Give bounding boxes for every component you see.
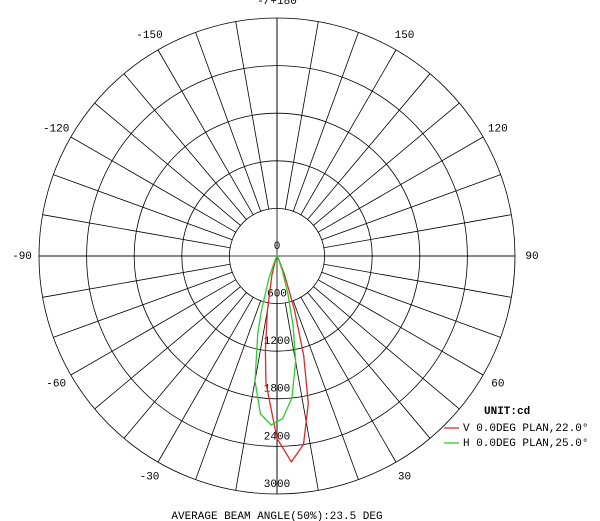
theta-tick-label: -60 bbox=[46, 378, 66, 390]
legend-label: H 0.0DEG PLAN,25.0° bbox=[463, 438, 588, 450]
series-curve bbox=[264, 254, 309, 463]
grid-circle bbox=[38, 17, 516, 495]
theta-tick-label: -/+180 bbox=[257, 0, 297, 8]
theta-tick-label: -120 bbox=[43, 123, 69, 135]
theta-tick-label: -30 bbox=[140, 472, 160, 484]
r-tick-label: 1800 bbox=[264, 384, 290, 396]
theta-tick-label: 60 bbox=[491, 378, 504, 390]
theta-tick-label: 30 bbox=[398, 472, 411, 484]
r-tick-label: 600 bbox=[267, 289, 287, 301]
r-tick-label: 1200 bbox=[264, 336, 290, 348]
grid-circle bbox=[181, 160, 373, 352]
grid-circle bbox=[86, 65, 468, 447]
legend-label: V 0.0DEG PLAN,22.0° bbox=[463, 423, 588, 435]
theta-tick-label: -90 bbox=[12, 251, 32, 263]
series-curve bbox=[254, 254, 297, 426]
grid-circle bbox=[133, 112, 421, 400]
theta-tick-label: 90 bbox=[525, 251, 538, 263]
footer: AVERAGE BEAM ANGLE(50%):23.5 DEG bbox=[171, 511, 382, 521]
r-tick-label: 3000 bbox=[264, 479, 290, 491]
theta-tick-label: -150 bbox=[136, 30, 162, 42]
grid-circle bbox=[228, 207, 325, 304]
theta-tick-label: 150 bbox=[395, 30, 415, 42]
theta-tick-label: 120 bbox=[488, 123, 508, 135]
r-tick-label: 0 bbox=[274, 241, 281, 253]
legend-title: UNIT:cd bbox=[484, 406, 530, 418]
